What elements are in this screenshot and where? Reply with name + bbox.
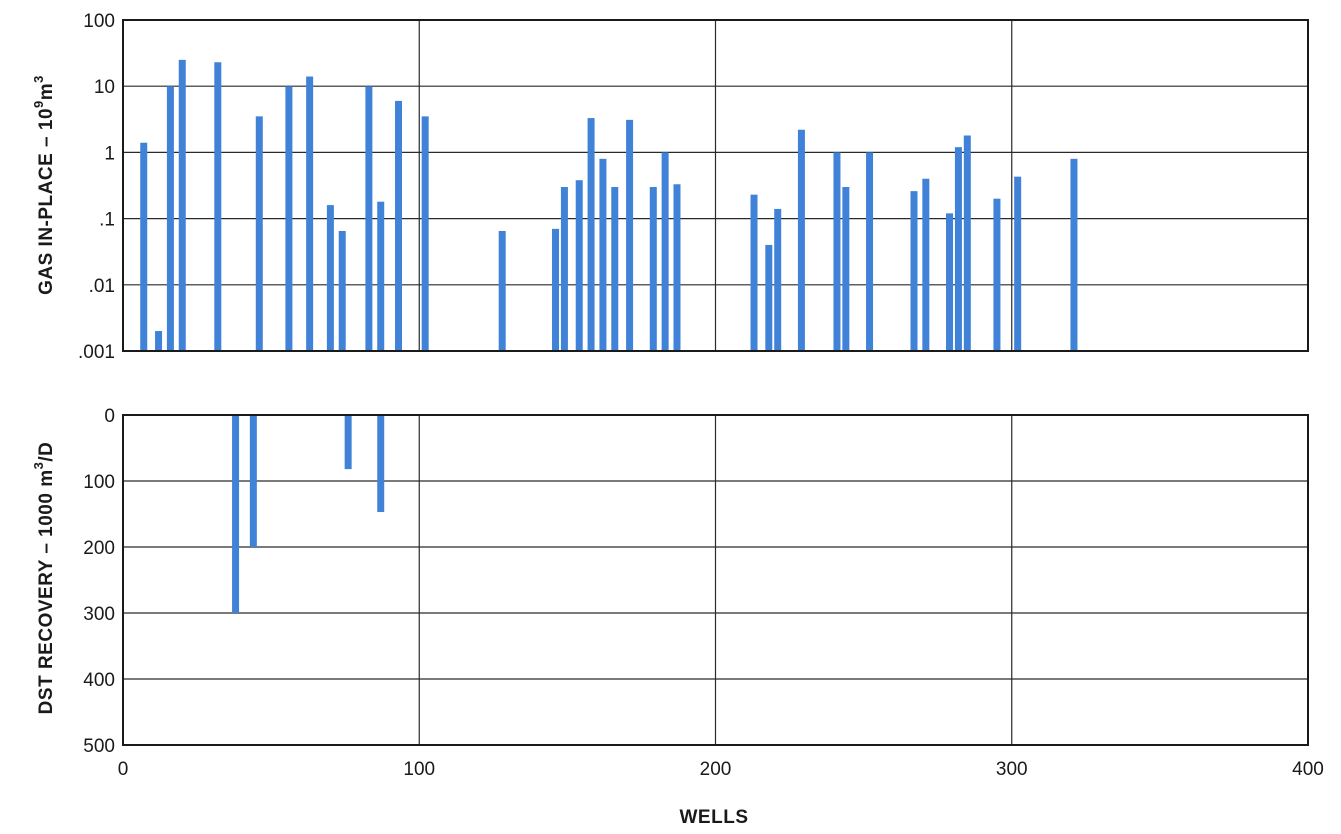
gas-bar	[166, 86, 174, 351]
gas-bar	[661, 152, 669, 351]
gas-bar	[833, 152, 841, 351]
gas-bar	[954, 147, 962, 351]
gas-y-tick-label: 100	[83, 11, 115, 32]
gas-bar	[842, 187, 850, 351]
gas-bar	[498, 230, 506, 351]
gas-bar	[421, 116, 429, 352]
gas-bar	[993, 198, 1001, 351]
gas-bar	[377, 201, 385, 351]
dst-y-tick-label: 400	[83, 670, 115, 691]
gas-in-place-axis-title: GAS IN-PLACE – 109m3	[31, 75, 57, 295]
gas-bar	[326, 205, 334, 351]
gas-bar	[306, 76, 314, 352]
dst-plot-frame	[122, 414, 1309, 746]
dst-bar	[377, 415, 385, 513]
gas-bar	[774, 208, 782, 351]
gas-bar	[575, 180, 583, 351]
gas-bar	[155, 331, 163, 351]
gas-bar	[255, 116, 263, 352]
gas-bar	[922, 178, 930, 351]
gas-bar	[750, 194, 758, 351]
gas-bar	[611, 187, 619, 351]
gas-bar	[765, 244, 773, 351]
gas-y-tick-label: .1	[99, 210, 115, 231]
x-tick-label: 300	[996, 759, 1028, 780]
gas-bar	[866, 152, 874, 351]
x-tick-label: 200	[700, 759, 732, 780]
gas-bar	[649, 187, 657, 351]
gas-bar	[285, 86, 293, 351]
gas-in-place-panel: 100 10 1 .1 .01 .001	[78, 11, 1309, 363]
gas-bar	[560, 187, 568, 351]
gas-bar	[552, 228, 560, 351]
dst-bar	[249, 415, 257, 547]
gas-bar	[178, 59, 186, 351]
gas-bar	[946, 213, 954, 351]
gas-bar	[140, 142, 148, 351]
dst-y-tick-label: 0	[104, 406, 115, 427]
gas-bar	[910, 191, 918, 351]
wells-axis-title: WELLS	[680, 807, 749, 828]
gas-bar	[599, 158, 607, 351]
dst-y-tick-label: 100	[83, 472, 115, 493]
gas-bar	[395, 100, 403, 352]
gas-y-tick-label: .001	[78, 342, 115, 363]
gas-bar	[797, 129, 805, 351]
dst-bar	[232, 415, 240, 613]
gas-y-tick-label: 1	[104, 143, 115, 164]
gas-y-tick-label: .01	[89, 276, 115, 297]
x-tick-label: 400	[1292, 759, 1324, 780]
gas-bar	[1014, 176, 1022, 351]
gas-bar	[365, 86, 373, 351]
x-tick-label: 0	[118, 759, 129, 780]
gas-bar	[626, 119, 634, 351]
gas-bar	[1070, 158, 1078, 351]
gas-bar	[214, 62, 222, 352]
gas-bar	[338, 230, 346, 351]
dst-y-tick-label: 500	[83, 736, 115, 757]
dst-recovery-axis-title: DST RECOVERY – 1000 m3/D	[31, 442, 57, 715]
dst-y-tick-label: 200	[83, 538, 115, 559]
gas-y-tick-label: 10	[94, 77, 115, 98]
gas-bar	[673, 184, 681, 351]
dst-bar	[344, 415, 352, 470]
gas-plot-frame	[122, 19, 1309, 352]
gas-bar	[587, 118, 595, 352]
gas-bar	[963, 135, 971, 351]
x-tick-label: 100	[403, 759, 435, 780]
dst-y-tick-label: 300	[83, 604, 115, 625]
